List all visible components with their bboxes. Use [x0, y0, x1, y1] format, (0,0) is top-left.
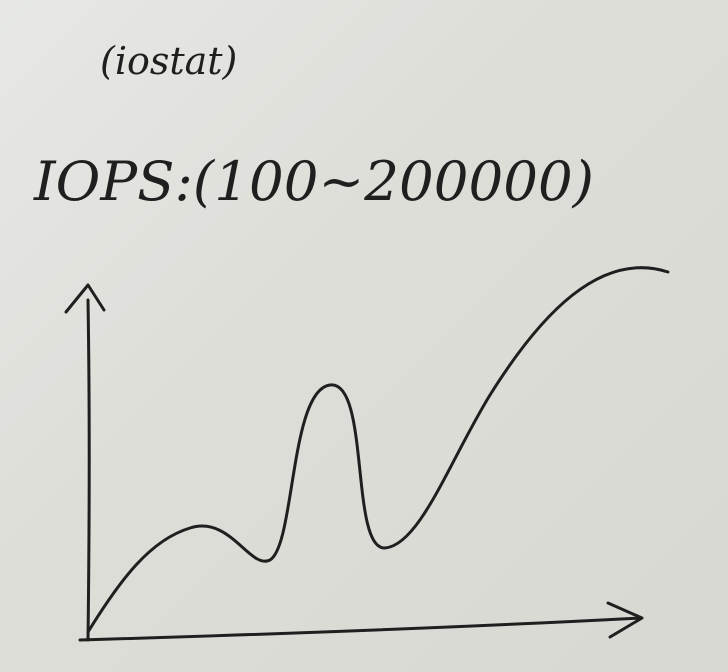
- y-axis-arrowhead: [64, 283, 106, 314]
- metric-label: IOPS:(100~200000): [33, 150, 594, 213]
- y-axis: [86, 298, 91, 642]
- x-axis-arrowhead: [606, 601, 644, 639]
- tool-note: (iostat): [100, 39, 237, 83]
- x-axis: [78, 616, 642, 642]
- iops-trend-curve: [86, 266, 670, 634]
